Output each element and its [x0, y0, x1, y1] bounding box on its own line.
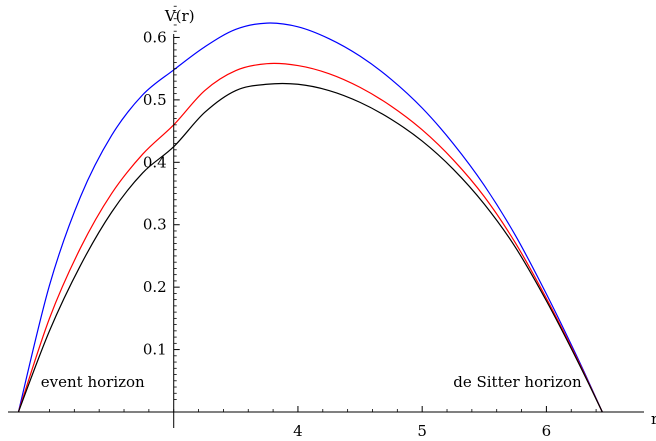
y-tick-label: 0.2 — [143, 278, 167, 296]
y-tick-label: 0.6 — [143, 28, 167, 46]
de-sitter-horizon-annotation: de Sitter horizon — [453, 373, 582, 391]
x-tick-label: 6 — [542, 422, 552, 440]
y-axis-label: V(r) — [164, 7, 195, 25]
y-axis-ticks: 0.1 0.2 0.3 0.4 0.5 0.6 — [143, 5, 180, 400]
y-tick-label: 0.5 — [143, 91, 167, 109]
series-line-1 — [17, 62, 603, 413]
y-tick-label: 0.1 — [143, 341, 167, 359]
event-horizon-annotation: event horizon — [41, 373, 145, 391]
series-line-0 — [17, 22, 603, 413]
y-tick-label: 0.3 — [143, 216, 167, 234]
x-tick-label: 4 — [293, 422, 303, 440]
x-axis-label: r — [651, 410, 656, 428]
series-line-2 — [17, 82, 603, 413]
series-lines — [17, 22, 603, 413]
x-tick-label: 5 — [417, 422, 427, 440]
x-axis-ticks: 4 5 6 — [49, 406, 597, 440]
y-tick-label: 0.4 — [143, 153, 167, 171]
